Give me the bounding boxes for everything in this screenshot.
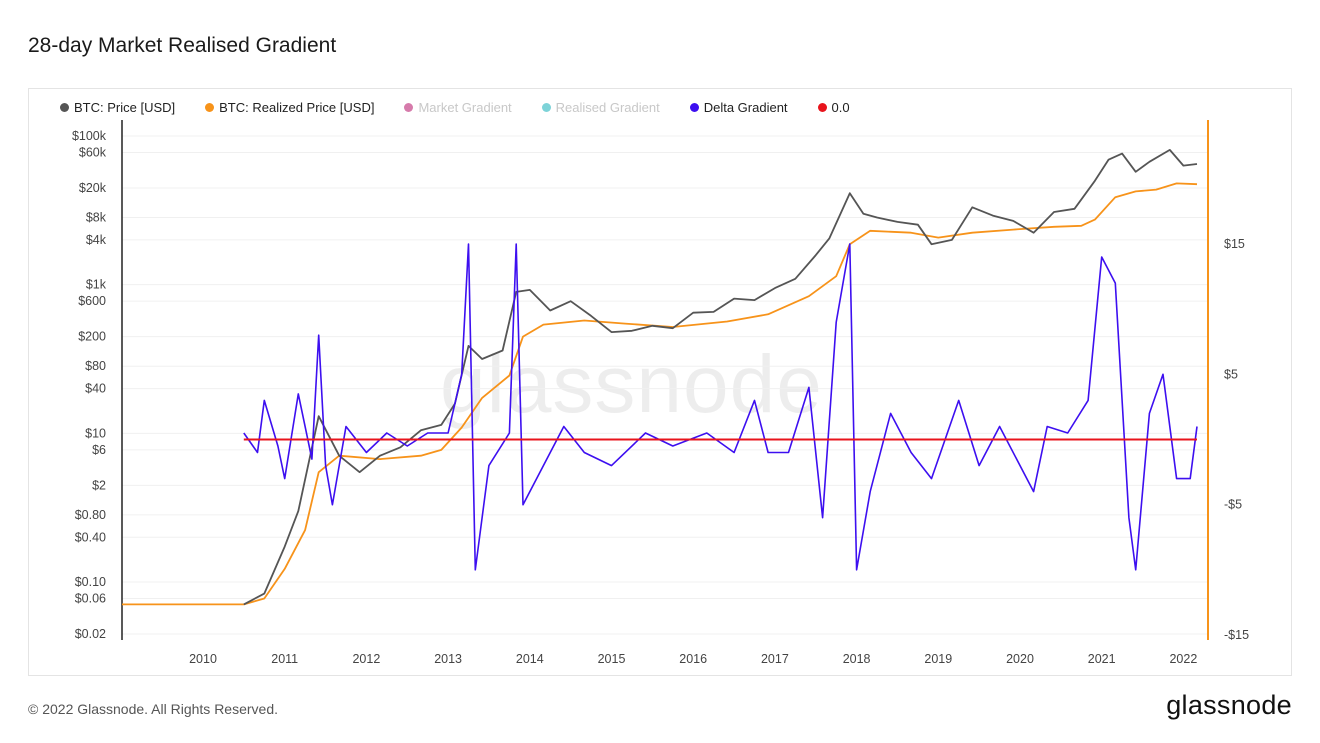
y-tick-label: $0.06 [75,592,106,606]
y-tick-label: $0.10 [75,575,106,589]
legend-item[interactable]: BTC: Realized Price [USD] [205,100,374,115]
y-tick-label: $0.40 [75,530,106,544]
y2-tick-label: -$5 [1224,498,1242,512]
series-delta-gradient [243,243,1198,571]
legend-dot-icon [404,103,414,112]
legend: BTC: Price [USD] BTC: Realized Price [USD… [60,100,880,115]
x-tick-label: 2012 [352,652,380,666]
legend-item[interactable]: BTC: Price [USD] [60,100,175,115]
legend-label: BTC: Price [USD] [74,100,176,115]
x-tick-label: 2020 [1006,652,1034,666]
y-tick-label: $0.80 [75,508,106,522]
page-title: 28-day Market Realised Gradient [28,34,337,57]
legend-dot-icon [817,103,827,112]
y-tick-label: $600 [78,294,106,308]
legend-dot-icon [60,103,69,112]
y-tick-label: $1k [86,278,107,292]
y-tick-label: $100k [72,129,107,143]
y2-tick-label: -$15 [1224,628,1249,642]
y-tick-label: $20k [79,181,107,195]
legend-item[interactable]: 0.0 [817,100,850,115]
y-tick-label: $10 [85,426,106,440]
legend-label: BTC: Realized Price [USD] [219,100,375,115]
x-tick-label: 2019 [924,652,952,666]
y-tick-label: $200 [78,330,106,344]
x-tick-label: 2010 [189,652,217,666]
legend-label: Delta Gradient [703,100,788,115]
x-tick-label: 2015 [598,652,626,666]
x-tick-label: 2011 [271,652,298,666]
legend-item[interactable]: Realised Gradient [541,100,660,115]
y-tick-label: $4k [86,233,107,247]
y-tick-label: $6 [92,443,106,457]
series-realized-price [122,182,1198,606]
legend-dot-icon [541,103,551,112]
y2-tick-label: $5 [1224,367,1238,381]
series-btc-price [243,149,1198,606]
footer-brand-logo[interactable]: glassnode [1166,690,1292,720]
legend-dot-icon [205,103,215,112]
x-tick-label: 2017 [761,652,789,666]
legend-label: Realised Gradient [555,100,660,115]
legend-label: 0.0 [831,100,850,115]
x-tick-label: 2021 [1088,652,1116,666]
legend-item[interactable]: Market Gradient [404,100,512,115]
chart-frame [28,88,1292,676]
legend-label: Market Gradient [418,100,512,115]
x-tick-label: 2022 [1169,652,1197,666]
y-tick-label: $0.02 [75,627,106,641]
x-tick-label: 2014 [516,652,544,666]
y-tick-label: $40 [85,382,106,396]
legend-dot-icon [689,103,699,112]
footer-copyright: © 2022 Glassnode. All Rights Reserved. [28,701,279,717]
y-tick-label: $60k [79,145,107,159]
x-tick-label: 2018 [843,652,871,666]
x-tick-label: 2016 [679,652,707,666]
y-tick-label: $80 [85,359,106,373]
y-tick-label: $8k [86,211,107,225]
x-tick-label: 2013 [434,652,462,666]
y-tick-label: $2 [92,478,106,492]
y2-tick-label: $15 [1224,237,1245,251]
legend-item[interactable]: Delta Gradient [689,100,788,115]
